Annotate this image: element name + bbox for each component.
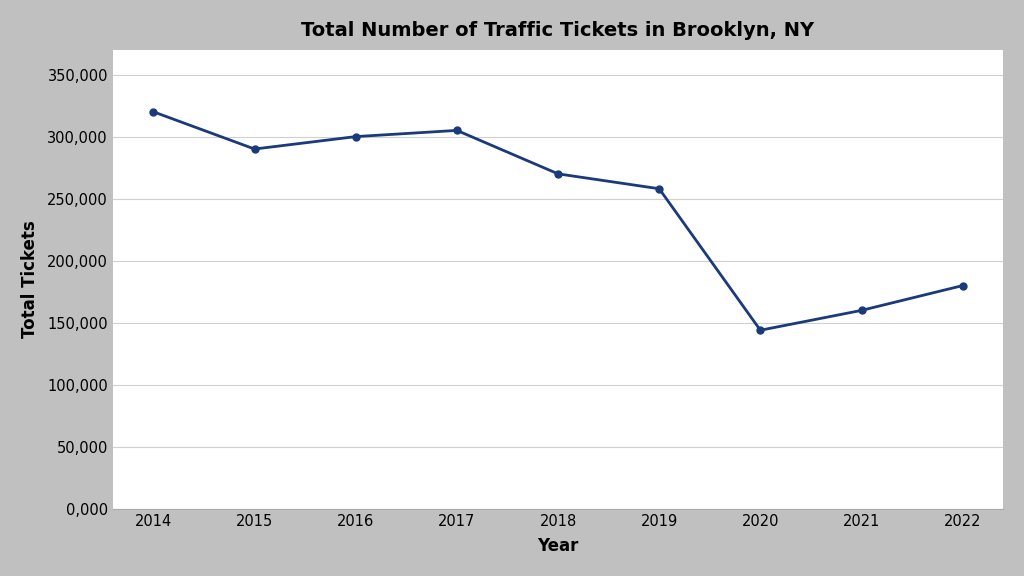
Y-axis label: Total Tickets: Total Tickets: [20, 221, 39, 338]
X-axis label: Year: Year: [538, 537, 579, 555]
Title: Total Number of Traffic Tickets in Brooklyn, NY: Total Number of Traffic Tickets in Brook…: [301, 21, 815, 40]
